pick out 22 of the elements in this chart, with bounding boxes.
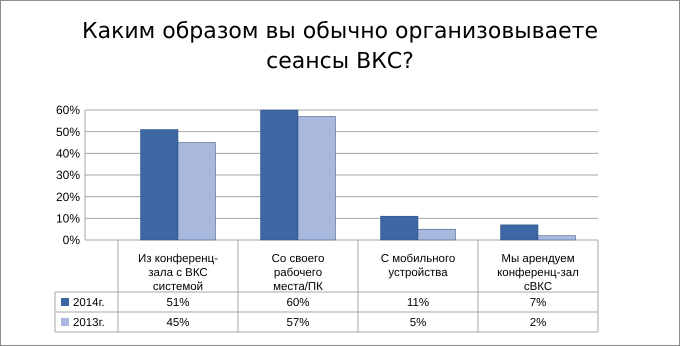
- y-tick-label: 20%: [56, 190, 80, 204]
- legend-label: 2014г.: [73, 297, 105, 309]
- data-label: 51%: [166, 297, 190, 309]
- data-label: 7%: [530, 297, 546, 309]
- y-tick-label: 10%: [56, 212, 80, 226]
- data-label: 57%: [286, 317, 310, 329]
- y-tick-label: 60%: [56, 103, 80, 118]
- y-tick-label: 40%: [56, 146, 80, 161]
- data-label: 5%: [410, 317, 426, 329]
- x-tick-label: С мобильного устройства: [380, 253, 456, 279]
- data-label: 11%: [406, 297, 430, 309]
- y-tick-label: 0%: [62, 233, 80, 248]
- data-label: 60%: [286, 297, 310, 309]
- legend-label: 2013г.: [73, 317, 105, 329]
- y-tick-label: 50%: [56, 124, 80, 139]
- chart-title: Каким образом вы обычно организовываете сеансы ВКС?: [82, 19, 598, 74]
- data-label: 2%: [530, 317, 546, 329]
- y-tick-label: 30%: [56, 168, 80, 182]
- x-tick-label: Мы арендуем конференц-зал сВКС: [497, 253, 579, 293]
- x-tick-label: Из конференц-зала с ВКС системой: [138, 253, 218, 293]
- data-label: 45%: [166, 317, 190, 329]
- x-tick-label: Со своего рабочего места/ПК: [272, 253, 324, 293]
